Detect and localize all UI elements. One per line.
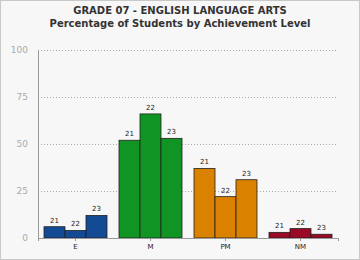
subtitle: Percentage of Students by Achievement Le… [50,18,311,29]
y-tick: 100 [11,45,38,55]
grid-line [38,50,338,51]
series-label: 23 [317,224,326,232]
y-axis-line [38,51,39,239]
series-label: 21 [200,158,209,166]
bar [86,215,107,238]
x-tick-mark [75,238,76,241]
bar [65,230,86,238]
series-label: 21 [125,130,134,138]
bar [269,232,290,238]
x-tick-mark [225,238,226,241]
series-label: 22 [71,220,80,228]
series-label: 23 [167,128,176,136]
title: GRADE 07 - ENGLISH LANGUAGE ARTS [73,5,287,16]
grid [38,51,338,239]
bar [215,197,236,238]
bars [44,114,332,238]
y-tick: 75 [17,92,38,102]
background [1,1,360,260]
series-label: 21 [275,222,284,230]
chart: GRADE 07 - ENGLISH LANGUAGE ARTS Percenta… [0,0,360,260]
grid-line [38,144,338,145]
x-tick-label: E [73,243,77,251]
y-tick: 25 [17,186,38,196]
x-tick: E [73,238,77,251]
series-label: 23 [242,170,251,178]
series-label: 23 [92,205,101,213]
y-tick-label: 0 [22,233,28,243]
bar [140,114,161,238]
x-axis: E M PM NM [39,238,339,251]
y-tick: 0 [22,233,38,243]
bar [119,140,140,238]
plot: 21 21 21 21 22 22 22 22 23 23 23 23 0 25 50 75 100 E M PM NM [11,45,339,251]
bar [194,168,215,238]
y-tick-label: 25 [17,186,28,196]
bar [290,229,311,238]
series-label: 21 [50,217,59,225]
bar [44,227,65,238]
y-tick-label: 100 [11,45,28,55]
x-tick-mark [150,238,151,241]
series-label: 22 [296,219,305,227]
x-tick-label: M [147,243,153,251]
x-axis-line [39,239,339,242]
x-tick-label: PM [220,243,230,251]
y-axis: 0 25 50 75 100 [11,45,39,243]
x-tick: NM [295,238,306,251]
series-label: 22 [146,104,155,112]
bar [161,138,182,238]
bar [236,180,257,238]
x-tick-mark [300,238,301,241]
bar-labels: 21 21 21 21 22 22 22 22 23 23 23 23 [50,104,326,232]
x-tick: PM [220,238,230,251]
series-label: 22 [221,187,230,195]
grid-line [38,191,338,192]
y-tick-label: 75 [17,92,28,102]
bar [311,234,332,238]
x-tick: M [147,238,153,251]
x-tick-label: NM [295,243,306,251]
y-tick-label: 50 [17,139,29,149]
grid-line [38,97,338,98]
y-tick: 50 [17,139,38,149]
